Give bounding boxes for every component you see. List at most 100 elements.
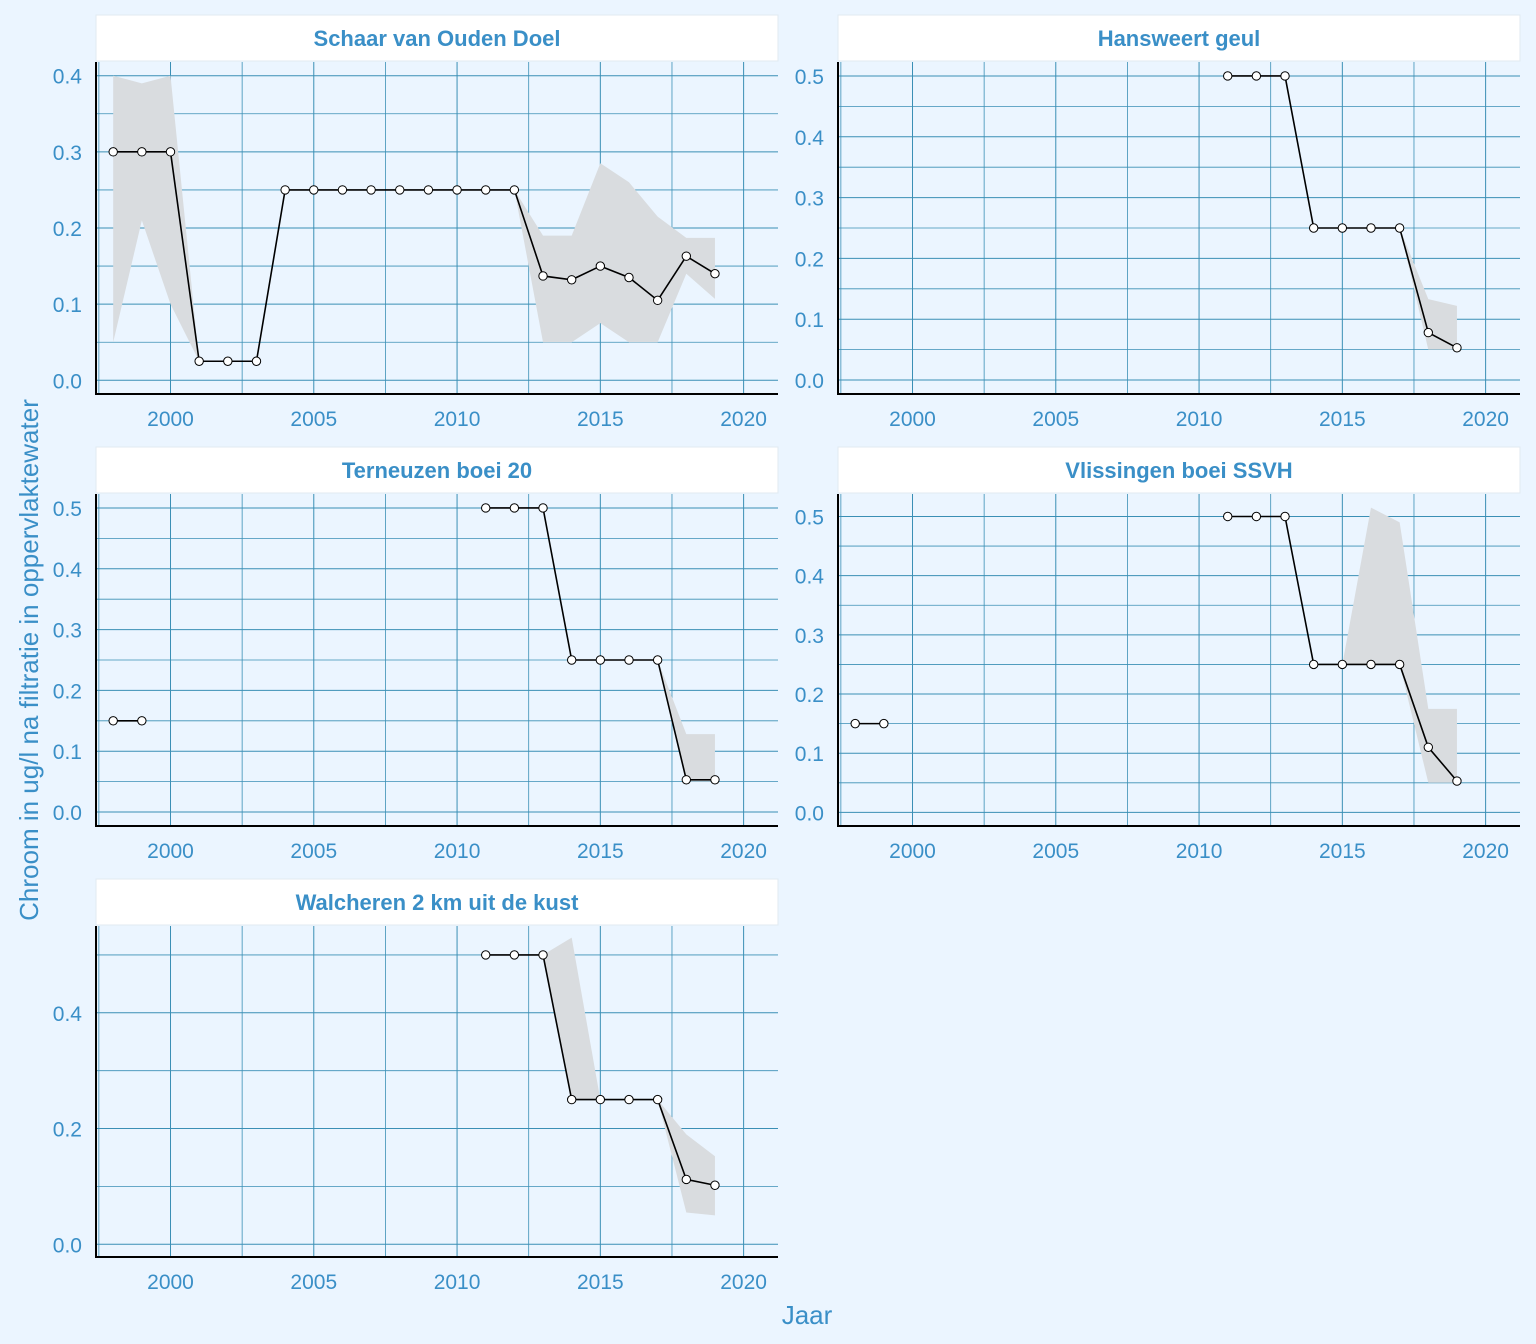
confidence-band xyxy=(1227,75,1457,350)
confidence-band xyxy=(113,75,715,362)
data-point xyxy=(1308,659,1319,670)
data-point xyxy=(1452,343,1462,353)
y-tick-label: 0.2 xyxy=(53,680,82,703)
x-tick-label: 2010 xyxy=(434,1271,481,1294)
facet-title: Schaar van Ouden Doel xyxy=(314,26,561,51)
x-tick-label: 2005 xyxy=(290,408,337,431)
y-tick-label: 0.2 xyxy=(53,1119,82,1142)
y-tick-label: 0.2 xyxy=(795,684,824,707)
y-tick-label: 0.4 xyxy=(795,566,825,589)
data-point xyxy=(538,950,548,960)
data-point xyxy=(1337,223,1348,233)
data-point xyxy=(481,950,491,960)
x-tick-label: 2000 xyxy=(147,408,194,431)
x-tick-label: 2015 xyxy=(577,408,624,431)
data-point xyxy=(108,147,118,157)
y-tick-label: 0.0 xyxy=(53,1234,82,1257)
data-point xyxy=(624,1094,634,1105)
data-point xyxy=(1423,327,1434,338)
data-point xyxy=(850,718,860,729)
facet-panels: Schaar van Ouden Doel 0.0 0.1 0.2 0.3 0.4 2000… xyxy=(53,14,1521,1294)
x-tick-label: 2010 xyxy=(1176,408,1223,431)
y-tick-label: 0.4 xyxy=(53,559,83,582)
data-point xyxy=(681,251,692,261)
y-tick-label: 0.4 xyxy=(53,1003,83,1026)
data-point xyxy=(595,655,606,665)
data-point xyxy=(652,1094,663,1105)
y-tick-label: 0.3 xyxy=(795,625,824,648)
y-tick-label: 0.5 xyxy=(795,66,824,89)
y-tick-label: 0.2 xyxy=(795,248,824,271)
y-tick-label: 0.0 xyxy=(795,802,824,825)
x-tick-label: 2010 xyxy=(1176,840,1223,863)
data-point xyxy=(566,275,577,285)
x-tick-label: 2015 xyxy=(1319,840,1366,863)
facet-title: Vlissingen boei SSVH xyxy=(1065,458,1292,483)
facet-strip xyxy=(837,446,1521,494)
y-tick-label: 0.5 xyxy=(795,506,824,529)
data-point xyxy=(710,1180,720,1190)
data-point xyxy=(1366,223,1376,233)
y-tick-label: 0.1 xyxy=(53,741,82,764)
data-point xyxy=(1280,511,1290,522)
facet-strip xyxy=(95,878,779,926)
data-point xyxy=(652,655,663,665)
x-tick-label: 2020 xyxy=(720,1271,767,1294)
y-tick-label: 0.5 xyxy=(53,498,82,521)
data-point xyxy=(538,503,548,513)
y-tick-label: 0.3 xyxy=(795,188,824,211)
x-tick-label: 2020 xyxy=(720,408,767,431)
x-tick-label: 2005 xyxy=(290,1271,337,1294)
data-point xyxy=(1308,223,1319,233)
x-tick-label: 2015 xyxy=(577,1271,624,1294)
data-point xyxy=(395,185,405,195)
data-point xyxy=(165,147,176,157)
data-point xyxy=(509,185,520,195)
data-point xyxy=(223,356,233,366)
data-point xyxy=(566,655,577,665)
x-tick-label: 2005 xyxy=(1032,408,1079,431)
gridlines xyxy=(838,62,1520,394)
data-point xyxy=(652,295,663,306)
y-tick-label: 0.1 xyxy=(795,309,824,332)
y-tick-label: 0.4 xyxy=(53,66,83,89)
y-tick-label: 0.0 xyxy=(53,370,82,393)
data-point xyxy=(337,185,348,195)
data-point xyxy=(624,655,634,665)
series-line xyxy=(113,151,716,363)
data-point xyxy=(1394,223,1405,233)
data-point xyxy=(509,950,520,960)
x-tick-label: 2005 xyxy=(290,840,337,863)
data-point xyxy=(1223,71,1233,81)
data-point xyxy=(1337,659,1348,670)
facet-title: Terneuzen boei 20 xyxy=(342,458,532,483)
data-point xyxy=(1251,71,1262,81)
data-point xyxy=(538,271,548,281)
confidence-band xyxy=(485,507,715,782)
x-tick-label: 2005 xyxy=(1032,840,1079,863)
facet-strip xyxy=(837,14,1521,62)
data-point xyxy=(1251,511,1262,522)
data-point xyxy=(137,147,147,157)
x-tick-label: 2020 xyxy=(1462,408,1509,431)
facet-panel: Schaar van Ouden Doel 0.0 0.1 0.2 0.3 0.4 2000… xyxy=(53,14,779,431)
data-point xyxy=(194,356,204,366)
x-tick-label: 2000 xyxy=(889,840,936,863)
data-point xyxy=(1423,742,1434,752)
data-point xyxy=(481,185,491,195)
data-point xyxy=(309,185,319,195)
data-point xyxy=(481,503,491,513)
data-point xyxy=(624,272,634,283)
data-point xyxy=(595,261,606,271)
x-tick-label: 2000 xyxy=(147,840,194,863)
data-point xyxy=(595,1094,606,1105)
data-point xyxy=(681,775,692,785)
data-point xyxy=(423,185,434,195)
facet-panel: Hansweert geul 0.0 0.1 0.2 0.3 0.4 0.5 2000 2005… xyxy=(795,14,1521,431)
data-point xyxy=(1394,659,1405,670)
facet-panel: Terneuzen boei 20 0.0 0.1 0.2 0.3 0.4 0.5 2000 2… xyxy=(53,446,779,863)
gridlines xyxy=(838,494,1520,826)
data-point xyxy=(710,775,720,785)
confidence-band xyxy=(485,937,715,1216)
data-point xyxy=(366,185,376,195)
